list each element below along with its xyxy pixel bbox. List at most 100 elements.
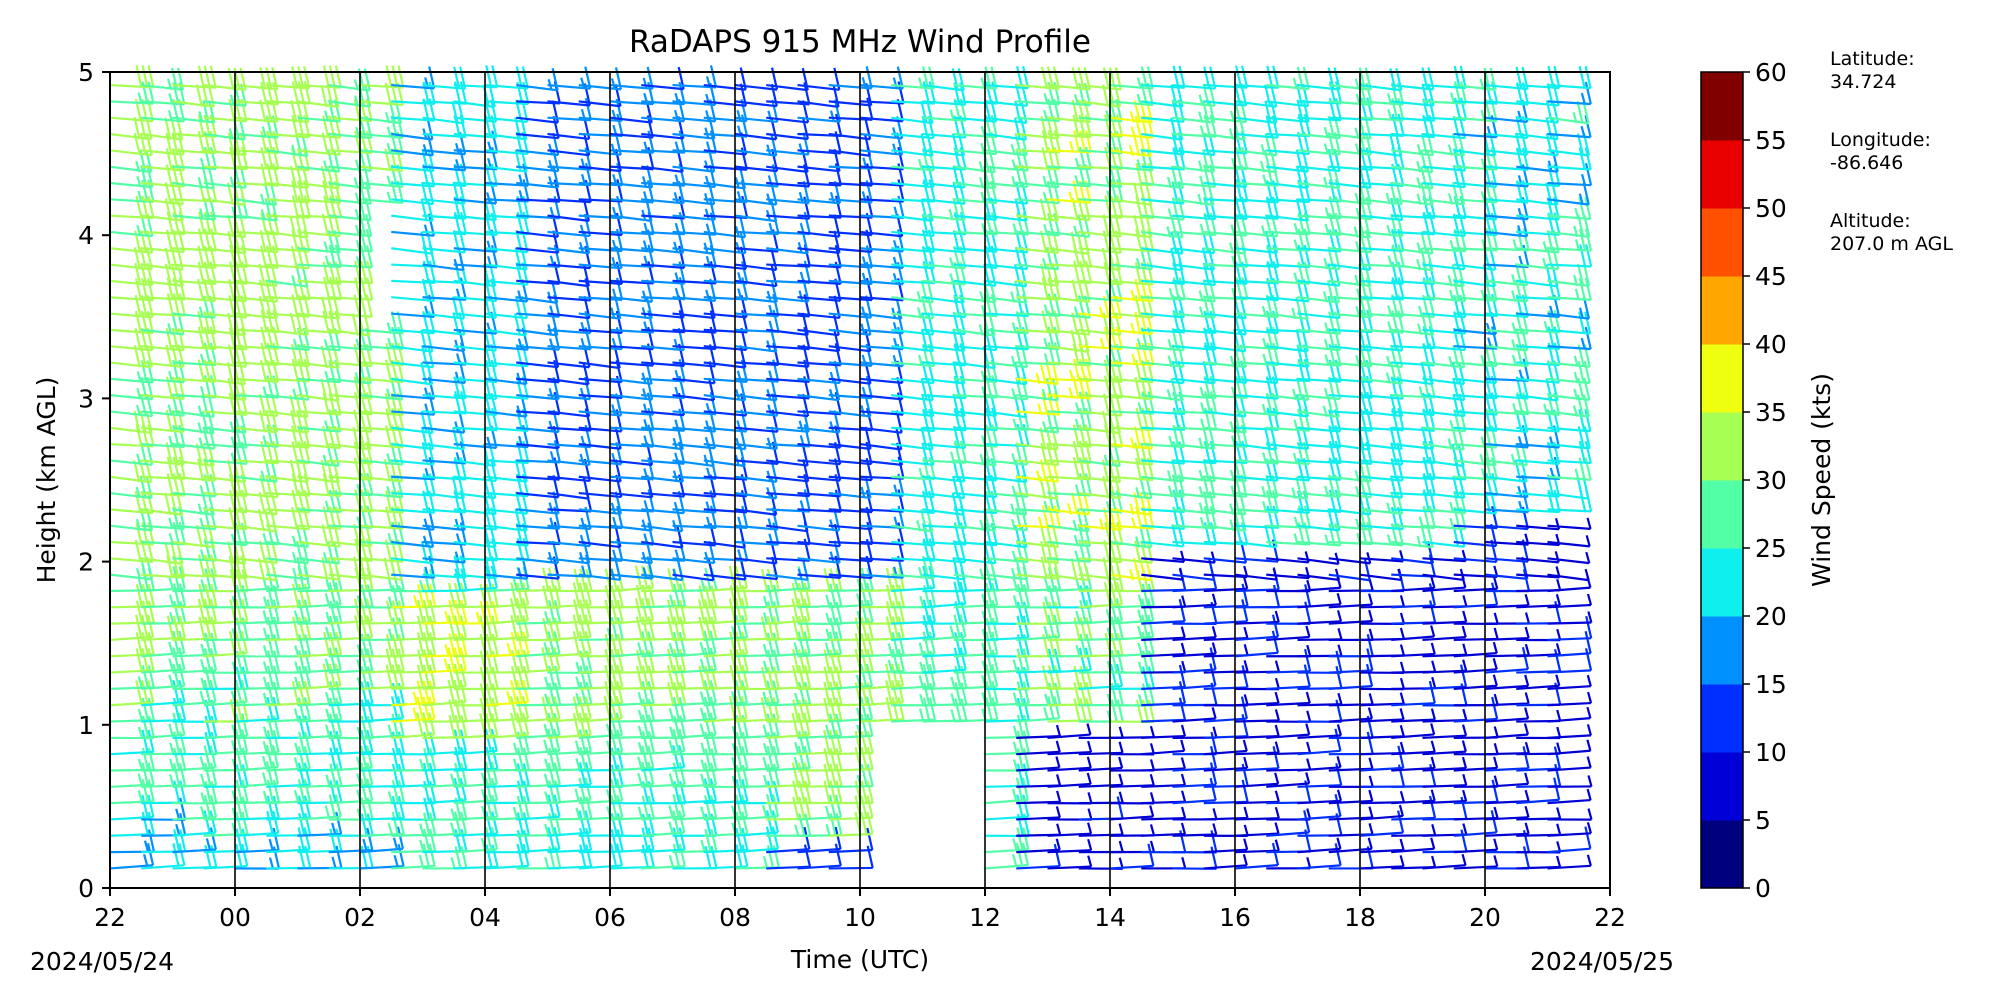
barb-shaft (422, 620, 467, 625)
barb-shaft (422, 832, 467, 837)
barb-flag (228, 473, 237, 497)
barb-shaft (172, 848, 216, 854)
barb-shaft (422, 410, 467, 415)
barb-flag (303, 779, 312, 802)
barb-flag (454, 599, 462, 623)
barb-shaft (328, 750, 373, 756)
barb-shaft (141, 230, 185, 236)
barb-shaft (266, 767, 310, 772)
barb-flag (198, 554, 206, 577)
barb-flag (359, 745, 368, 768)
barb-shaft (328, 848, 373, 854)
barb-flag (428, 696, 436, 720)
barb-half-flag (412, 691, 418, 704)
barb-half-flag (137, 190, 143, 203)
barb-flag (329, 730, 337, 754)
barb-half-flag (353, 79, 359, 91)
barb-flag (297, 795, 306, 818)
barb-half-flag (762, 595, 769, 608)
barb-flag (359, 598, 368, 621)
barb-flag (147, 600, 155, 623)
barb-flag (241, 584, 249, 608)
barb-half-flag (205, 838, 211, 850)
barb-half-flag (262, 726, 269, 738)
barb-flag (173, 600, 181, 624)
wind-barb (328, 245, 374, 269)
barb-half-flag (291, 551, 298, 564)
barb-flag (172, 712, 180, 736)
barb-shaft (328, 799, 373, 805)
barb-shaft (391, 783, 435, 788)
barb-shaft (266, 620, 310, 625)
barb-flag (323, 276, 331, 300)
barb-half-flag (199, 208, 205, 220)
barb-half-flag (200, 773, 206, 786)
barb-flag (326, 296, 335, 319)
wind-barb (266, 697, 311, 723)
barb-flag (203, 648, 212, 671)
barb-flag (292, 583, 300, 607)
barb-half-flag (762, 774, 769, 787)
barb-half-flag (699, 707, 705, 720)
barb-half-flag (291, 535, 298, 548)
barb-shaft (359, 865, 404, 870)
barb-half-flag (143, 853, 149, 866)
barb-flag (304, 616, 312, 640)
barb-flag (385, 600, 394, 623)
wind-barb (234, 795, 280, 821)
barb-flag (235, 843, 243, 867)
barb-flag (272, 599, 280, 622)
wind-barb (422, 647, 467, 674)
barb-half-flag (387, 628, 394, 640)
barb-flag (454, 714, 462, 738)
barb-half-flag (137, 773, 143, 786)
barb-half-flag (136, 224, 142, 237)
barb-flag (397, 634, 406, 657)
wind-barb (141, 583, 187, 609)
barb-flag (298, 583, 306, 607)
barb-half-flag (262, 532, 268, 545)
barb-half-flag (354, 95, 360, 107)
barb-flag (209, 458, 217, 481)
barb-flag (451, 101, 459, 124)
barb-half-flag (512, 806, 518, 819)
barb-half-flag (262, 386, 268, 398)
barb-shaft (172, 247, 217, 252)
barb-shaft (328, 783, 373, 788)
barb-flag (490, 827, 499, 850)
barb-half-flag (294, 742, 300, 755)
barb-half-flag (169, 611, 175, 624)
barb-shaft (266, 587, 310, 593)
barb-flag (266, 634, 275, 657)
barb-half-flag (575, 676, 581, 688)
wind-barb (172, 568, 218, 593)
barb-half-flag (699, 691, 705, 703)
barb-flag (460, 846, 468, 869)
barb-half-flag (199, 690, 205, 703)
barb-half-flag (324, 593, 330, 605)
barb-half-flag (386, 486, 392, 498)
wind-barb (172, 810, 217, 837)
wind-barb (141, 630, 186, 658)
barb-flag (485, 666, 493, 690)
barb-flag (460, 599, 468, 623)
barb-flag (447, 615, 455, 638)
barb-flag (297, 762, 305, 786)
barb-flag (491, 65, 499, 88)
barb-half-flag (762, 805, 768, 817)
barb-flag (135, 632, 143, 655)
barb-flag (428, 664, 436, 688)
barb-shaft (109, 214, 154, 220)
barb-shaft (391, 620, 436, 625)
barb-flag (173, 780, 181, 803)
barb-flag (291, 180, 299, 203)
barb-flag (235, 713, 243, 736)
barb-flag (266, 795, 274, 819)
wind-barb (234, 182, 278, 206)
barb-flag (320, 378, 328, 401)
barb-half-flag (762, 756, 768, 769)
barb-flag (235, 796, 243, 820)
barb-half-flag (324, 420, 330, 432)
barb-flag (429, 649, 437, 672)
barb-flag (734, 565, 742, 589)
